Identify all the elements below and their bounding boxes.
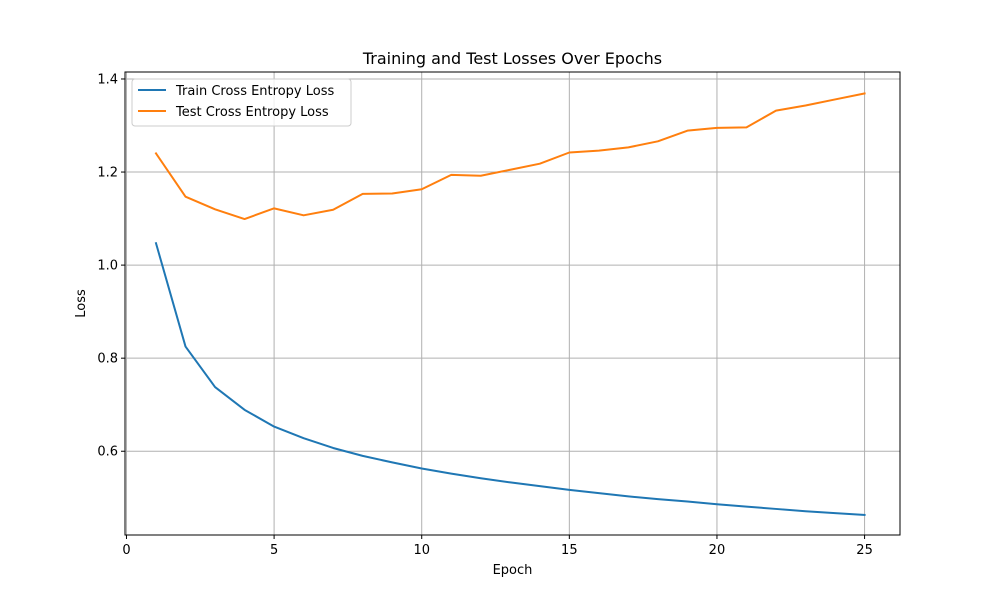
x-tick-label: 0 — [122, 543, 130, 558]
legend-label-test: Test Cross Entropy Loss — [175, 105, 329, 120]
x-axis-ticks: 0 5 10 15 20 25 — [122, 535, 873, 558]
x-tick-label: 15 — [561, 543, 578, 558]
y-axis-ticks: 0.6 0.8 1.0 1.2 1.4 — [97, 72, 125, 460]
x-tick-label: 10 — [413, 543, 430, 558]
y-tick-label: 1.0 — [97, 259, 118, 274]
y-tick-label: 0.6 — [97, 445, 118, 460]
x-tick-label: 25 — [856, 543, 873, 558]
y-tick-label: 1.2 — [97, 166, 118, 181]
grid — [125, 72, 900, 535]
legend-label-train: Train Cross Entropy Loss — [175, 84, 334, 99]
x-axis-label: Epoch — [493, 563, 533, 578]
legend-box — [131, 78, 352, 127]
y-tick-label: 1.4 — [97, 72, 118, 87]
chart-title: Training and Test Losses Over Epochs — [362, 49, 662, 68]
x-tick-label: 20 — [709, 543, 726, 558]
series-line-train — [154, 242, 866, 517]
series-line-test — [154, 92, 866, 221]
legend: Train Cross Entropy Loss Test Cross Entr… — [131, 78, 352, 127]
y-axis-label: Loss — [74, 289, 89, 318]
x-tick-label: 5 — [270, 543, 278, 558]
plot-frame — [124, 71, 901, 536]
y-tick-label: 0.8 — [97, 352, 118, 367]
series-lines — [154, 92, 866, 517]
